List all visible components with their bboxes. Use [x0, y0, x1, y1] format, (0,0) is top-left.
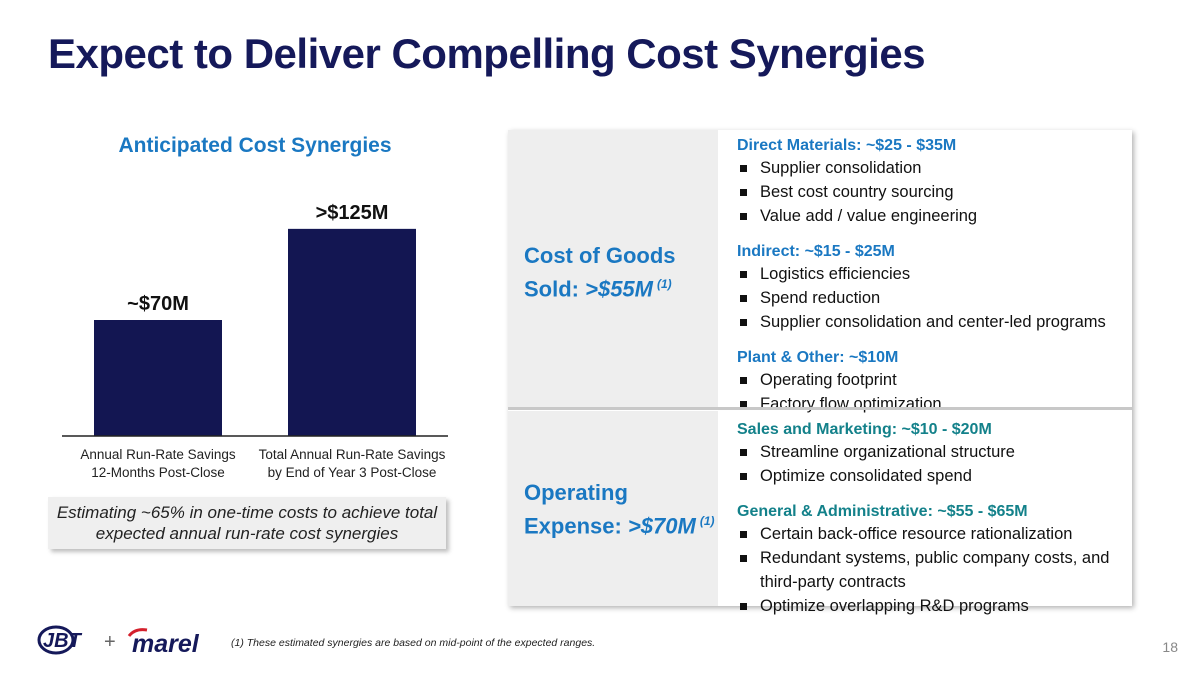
- company-logos: JBT + marel: [37, 625, 200, 658]
- bullet-item: Streamline organizational structure: [737, 440, 1132, 464]
- synergy-breakdown-panel: Cost of Goods Sold: >$55M (1) Direct Mate…: [508, 130, 1132, 615]
- cogs-content: Direct Materials: ~$25 - $35M Supplier co…: [737, 130, 1132, 416]
- category-label-1: by End of Year 3 Post-Close: [268, 465, 437, 480]
- opex-label: Operating Expense: >$70M (1): [524, 479, 715, 540]
- cogs-group-heading: Indirect: ~$15 - $25M: [737, 243, 895, 260]
- cogs-row: Cost of Goods Sold: >$55M (1) Direct Mate…: [508, 130, 1132, 413]
- marel-logo: marel: [127, 628, 200, 658]
- opex-label-value: >$70M: [627, 513, 696, 539]
- opex-group-heading: Sales and Marketing: ~$10 - $20M: [737, 421, 992, 438]
- page-title: Expect to Deliver Compelling Cost Synerg…: [48, 30, 926, 77]
- cost-synergies-bar-chart: ~$70M Annual Run-Rate Savings 12-Months Po…: [62, 202, 448, 480]
- opex-row: Operating Expense: >$70M (1) Sales and Ma…: [508, 411, 1132, 615]
- logo-plus-sign: +: [104, 631, 116, 653]
- bullet-item: Redundant systems, public company costs,…: [737, 546, 1132, 594]
- bullet-item: Optimize overlapping R&D programs: [737, 594, 1132, 618]
- one-time-costs-note: Estimating ~65% in one-time costs to ach…: [48, 497, 446, 549]
- bar-data-label-0: ~$70M: [127, 293, 189, 315]
- marel-swoosh-icon: [127, 628, 148, 637]
- cogs-group-heading: Direct Materials: ~$25 - $35M: [737, 137, 957, 154]
- jbt-logo-text: JBT: [43, 630, 83, 652]
- opex-footnote-ref: (1): [699, 514, 715, 528]
- category-label-0: Annual Run-Rate Savings: [80, 447, 236, 462]
- cogs-label-line1: Cost of Goods: [524, 243, 676, 268]
- bar-1: [288, 228, 416, 436]
- cogs-label-prefix: Sold:: [524, 276, 586, 302]
- bullet-item: Best cost country sourcing: [737, 180, 1132, 204]
- bullet-item: Certain back-office resource rationaliza…: [737, 522, 1132, 546]
- bar-data-label-1: >$125M: [316, 202, 389, 224]
- bullet-item: Logistics efficiencies: [737, 262, 1132, 286]
- opex-bullet-list: Certain back-office resource rationaliza…: [737, 522, 1132, 618]
- cogs-bullet-list: Logistics efficiencies Spend reduction Sup…: [737, 262, 1132, 334]
- category-label-0: 12-Months Post-Close: [91, 465, 225, 480]
- bullet-item: Operating footprint: [737, 368, 1132, 392]
- opex-content: Sales and Marketing: ~$10 - $20M Streamli…: [737, 411, 1132, 618]
- panel-divider: [508, 407, 1132, 410]
- page-number: 18: [1162, 639, 1178, 655]
- opex-label-cell: Operating Expense: >$70M (1): [508, 411, 718, 606]
- cogs-label: Cost of Goods Sold: >$55M (1): [524, 242, 676, 303]
- opex-label-line1: Operating: [524, 480, 628, 505]
- chart-title: Anticipated Cost Synergies: [118, 134, 392, 157]
- opex-group-heading: General & Administrative: ~$55 - $65M: [737, 503, 1028, 520]
- category-label-1: Total Annual Run-Rate Savings: [259, 447, 446, 462]
- cogs-footnote-ref: (1): [657, 277, 672, 291]
- bullet-item: Spend reduction: [737, 286, 1132, 310]
- bullet-item: Supplier consolidation: [737, 156, 1132, 180]
- bar-0: [94, 320, 222, 436]
- cogs-group-heading: Plant & Other: ~$10M: [737, 349, 899, 366]
- marel-logo-text: marel: [132, 630, 200, 658]
- jbt-logo: JBT: [37, 625, 83, 655]
- bullet-item: Supplier consolidation and center-led pr…: [737, 310, 1132, 334]
- opex-label-prefix: Expense:: [524, 513, 628, 539]
- bullet-item: Value add / value engineering: [737, 204, 1132, 228]
- opex-bullet-list: Streamline organizational structure Optim…: [737, 440, 1132, 488]
- footnote: (1) These estimated synergies are based …: [231, 637, 596, 649]
- cogs-label-cell: Cost of Goods Sold: >$55M (1): [508, 130, 718, 408]
- cogs-bullet-list: Supplier consolidation Best cost country …: [737, 156, 1132, 228]
- bullet-item: Optimize consolidated spend: [737, 464, 1132, 488]
- cogs-label-value: >$55M: [585, 276, 653, 302]
